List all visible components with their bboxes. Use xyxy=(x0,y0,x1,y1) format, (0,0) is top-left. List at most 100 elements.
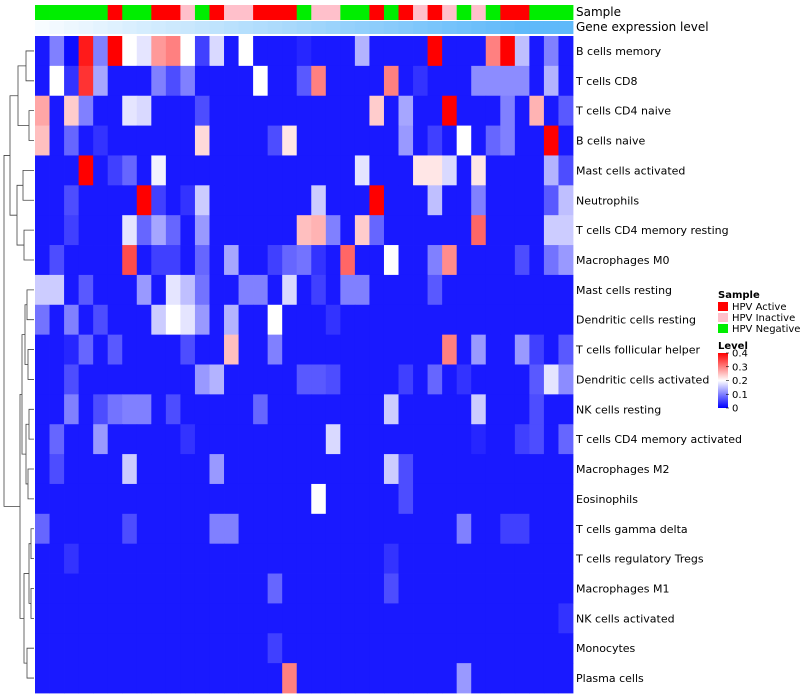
heatmap-cell xyxy=(354,65,370,97)
heatmap-cell xyxy=(93,394,109,425)
heatmap-cell xyxy=(398,394,414,425)
sample-annotation-cell xyxy=(325,5,341,20)
heatmap-cell xyxy=(442,155,458,186)
heatmap-cell xyxy=(165,454,181,485)
heatmap-cell xyxy=(456,543,472,574)
heatmap-cell xyxy=(485,274,501,306)
heatmap-cell xyxy=(514,125,530,156)
heatmap-cell xyxy=(151,543,167,574)
heatmap-cell xyxy=(500,483,516,515)
expression-annotation-cell xyxy=(238,21,254,34)
heatmap-cell xyxy=(209,65,225,97)
heatmap-cell xyxy=(543,633,559,664)
heatmap-cell xyxy=(427,483,443,515)
heatmap-cell xyxy=(49,454,65,485)
heatmap-cell xyxy=(500,573,516,604)
heatmap-cell xyxy=(180,513,196,545)
heatmap-cell xyxy=(107,663,123,694)
heatmap-cell xyxy=(369,245,385,276)
heatmap-cell xyxy=(64,573,80,604)
heatmap-cell xyxy=(78,245,94,276)
heatmap-cell xyxy=(238,663,254,694)
heatmap-cell xyxy=(398,125,414,156)
heatmap-cell xyxy=(558,65,574,97)
level-legend-tick-label: 0 xyxy=(732,404,738,415)
heatmap-cell xyxy=(383,513,399,545)
heatmap-cell xyxy=(136,155,152,186)
heatmap-cell xyxy=(558,513,574,545)
dendrogram-branch xyxy=(30,588,34,619)
heatmap-cell xyxy=(413,65,428,97)
heatmap-cell xyxy=(383,364,399,395)
heatmap-cell xyxy=(151,334,167,365)
heatmap-cell xyxy=(93,304,109,336)
row-label: Dendritic cells activated xyxy=(576,373,709,386)
heatmap-cell xyxy=(369,36,385,67)
heatmap-cell xyxy=(325,185,341,216)
heatmap-cell xyxy=(209,125,225,156)
heatmap-cell xyxy=(93,245,109,276)
heatmap-cell xyxy=(325,394,341,425)
heatmap-cell xyxy=(180,663,196,694)
heatmap-cell xyxy=(64,663,80,694)
dendrogram-branch xyxy=(28,408,34,440)
heatmap-cell xyxy=(35,95,50,126)
heatmap-cell xyxy=(413,95,428,126)
heatmap-cell xyxy=(282,125,298,156)
heatmap-cell xyxy=(529,274,545,306)
heatmap-cell xyxy=(311,543,327,574)
heatmap-cell xyxy=(456,245,472,276)
heatmap-cell xyxy=(485,633,501,664)
heatmap-cell xyxy=(180,603,196,634)
heatmap-cell xyxy=(165,65,181,97)
heatmap-cell xyxy=(151,274,167,306)
heatmap-cell xyxy=(354,513,370,545)
heatmap-cell xyxy=(78,65,94,97)
heatmap-cell xyxy=(93,215,109,246)
heatmap-cell xyxy=(238,364,254,395)
heatmap-cell xyxy=(35,274,50,306)
heatmap-cell xyxy=(107,185,123,216)
expression-annotation-cell xyxy=(558,21,574,34)
heatmap-cell xyxy=(151,424,167,455)
heatmap-cell xyxy=(558,95,574,126)
heatmap-cell xyxy=(383,394,399,425)
expression-annotation-cell xyxy=(383,21,399,34)
heatmap-cell xyxy=(514,274,530,306)
heatmap-cell xyxy=(471,95,487,126)
heatmap-cell xyxy=(35,394,50,425)
heatmap-cell xyxy=(442,424,458,455)
heatmap-cell xyxy=(296,454,312,485)
expression-annotation-cell xyxy=(543,21,559,34)
heatmap-cell xyxy=(151,663,167,694)
heatmap-cell xyxy=(485,573,501,604)
heatmap-cell xyxy=(500,633,516,664)
heatmap-cell xyxy=(209,573,225,604)
heatmap-cell xyxy=(413,125,428,156)
heatmap-cell xyxy=(529,543,545,574)
heatmap-cell xyxy=(64,215,80,246)
heatmap-cell xyxy=(107,36,123,67)
heatmap-cell xyxy=(49,65,65,97)
heatmap-cell xyxy=(442,543,458,574)
heatmap-cell xyxy=(267,215,283,246)
heatmap-cell xyxy=(442,573,458,604)
heatmap-cell xyxy=(136,663,152,694)
row-label: Plasma cells xyxy=(576,672,644,685)
heatmap-cell xyxy=(64,633,80,664)
heatmap-cell xyxy=(558,573,574,604)
heatmap-cell xyxy=(354,334,370,365)
heatmap-cell xyxy=(267,274,283,306)
heatmap-cell xyxy=(558,125,574,156)
heatmap-cell xyxy=(224,95,239,126)
heatmap-cell xyxy=(413,633,428,664)
heatmap-cell xyxy=(209,454,225,485)
heatmap-cell xyxy=(49,215,65,246)
heatmap-cell xyxy=(122,185,138,216)
heatmap-cell xyxy=(413,185,428,216)
heatmap-cell xyxy=(485,125,501,156)
heatmap-cell xyxy=(296,483,312,515)
sample-annotation-cell xyxy=(558,5,574,20)
heatmap-cell xyxy=(340,394,356,425)
heatmap-cell xyxy=(442,245,458,276)
